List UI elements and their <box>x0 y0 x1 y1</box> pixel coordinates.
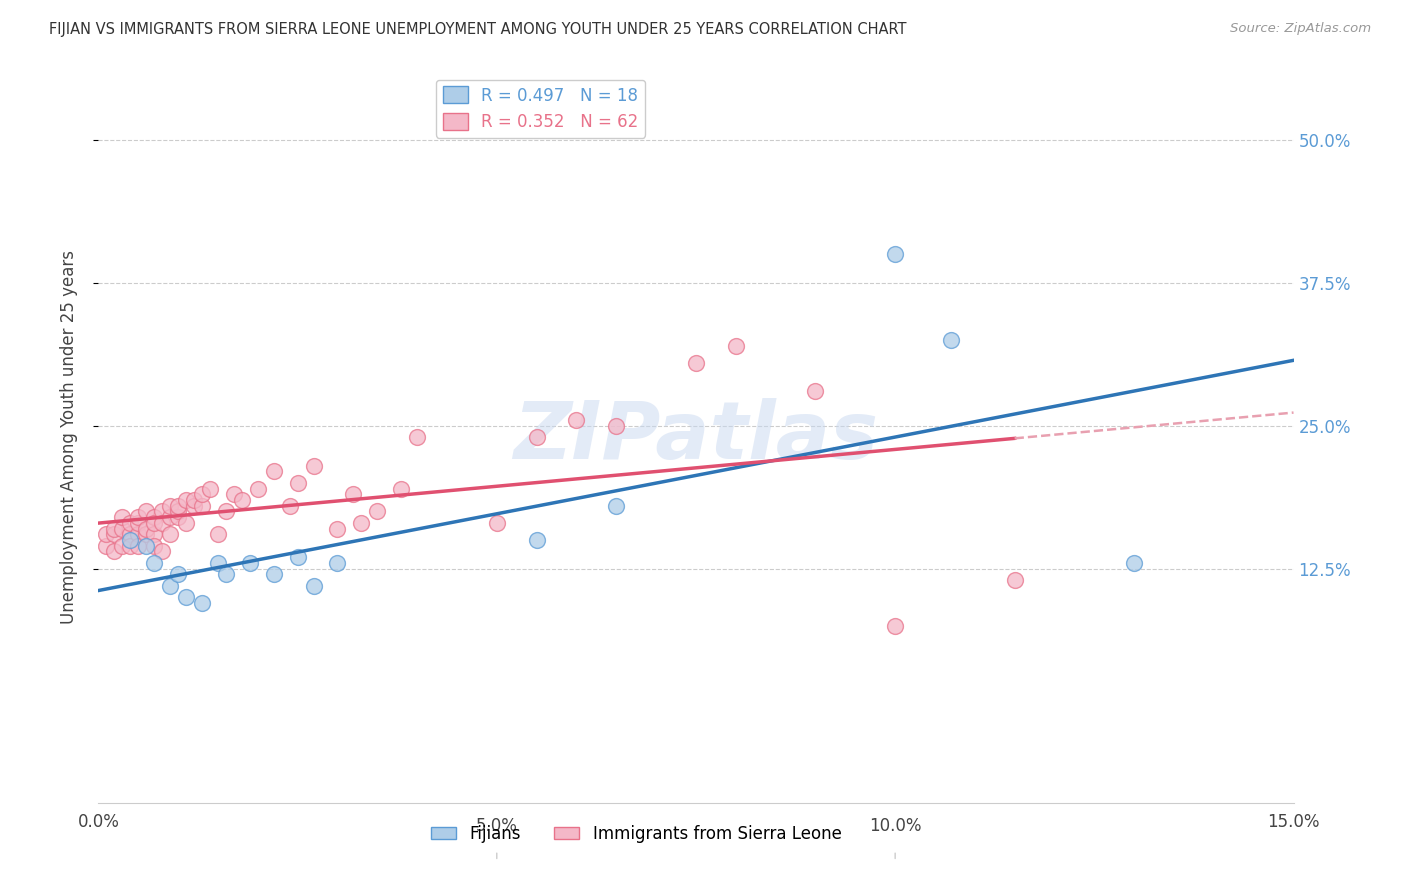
Text: 10.0%: 10.0% <box>869 816 921 835</box>
Point <box>127 510 149 524</box>
Point <box>150 544 173 558</box>
Point <box>120 527 142 541</box>
Point <box>605 418 627 433</box>
Point <box>804 384 827 399</box>
Text: 5.0%: 5.0% <box>475 816 517 835</box>
Point <box>167 510 190 524</box>
Text: FIJIAN VS IMMIGRANTS FROM SIERRA LEONE UNEMPLOYMENT AMONG YOUTH UNDER 25 YEARS C: FIJIAN VS IMMIGRANTS FROM SIERRA LEONE U… <box>49 22 907 37</box>
Text: ZIPatlas: ZIPatlas <box>513 398 879 476</box>
Point <box>183 492 205 507</box>
Point <box>167 567 190 582</box>
Point <box>111 539 134 553</box>
Point <box>198 482 221 496</box>
Point <box>263 567 285 582</box>
Point <box>366 504 388 518</box>
Point <box>183 499 205 513</box>
Point <box>485 516 508 530</box>
Point <box>103 527 125 541</box>
Point <box>350 516 373 530</box>
Legend: Fijians, Immigrants from Sierra Leone: Fijians, Immigrants from Sierra Leone <box>425 818 848 849</box>
Point <box>526 430 548 444</box>
Point <box>884 618 907 632</box>
Point <box>302 458 325 473</box>
Point <box>278 499 301 513</box>
Point <box>143 556 166 570</box>
Point <box>326 556 349 570</box>
Point <box>120 533 142 547</box>
Point <box>150 504 173 518</box>
Point <box>302 579 325 593</box>
Point <box>215 567 238 582</box>
Point <box>565 413 588 427</box>
Point <box>111 521 134 535</box>
Point <box>342 487 364 501</box>
Point <box>143 527 166 541</box>
Point <box>103 544 125 558</box>
Point <box>246 482 269 496</box>
Point <box>174 492 197 507</box>
Point <box>191 487 214 501</box>
Point <box>207 527 229 541</box>
Point <box>127 527 149 541</box>
Point <box>191 596 214 610</box>
Point <box>724 338 747 352</box>
Point <box>135 539 157 553</box>
Text: Source: ZipAtlas.com: Source: ZipAtlas.com <box>1230 22 1371 36</box>
Point <box>287 550 309 565</box>
Point <box>150 516 173 530</box>
Point <box>96 539 118 553</box>
Point <box>135 527 157 541</box>
Point <box>96 527 118 541</box>
Point <box>135 521 157 535</box>
Point <box>389 482 412 496</box>
Point <box>685 356 707 370</box>
Point <box>143 516 166 530</box>
Point <box>167 499 190 513</box>
Point <box>159 527 181 541</box>
Y-axis label: Unemployment Among Youth under 25 years: Unemployment Among Youth under 25 years <box>59 250 77 624</box>
Point <box>127 516 149 530</box>
Point <box>174 590 197 604</box>
Point <box>143 510 166 524</box>
Point <box>326 521 349 535</box>
Point <box>526 533 548 547</box>
Point <box>263 464 285 478</box>
Point <box>231 492 253 507</box>
Point <box>239 556 262 570</box>
Point <box>167 504 190 518</box>
Point <box>287 475 309 490</box>
Point <box>174 516 197 530</box>
Point <box>159 499 181 513</box>
Point <box>120 539 142 553</box>
Point <box>605 499 627 513</box>
Point <box>191 499 214 513</box>
Point <box>127 539 149 553</box>
Point <box>1004 573 1026 587</box>
Point <box>222 487 245 501</box>
Point <box>207 556 229 570</box>
Point <box>406 430 429 444</box>
Point <box>111 510 134 524</box>
Point <box>103 521 125 535</box>
Point <box>120 516 142 530</box>
Point <box>159 579 181 593</box>
Point <box>215 504 238 518</box>
Point <box>159 510 181 524</box>
Point <box>135 504 157 518</box>
Point <box>884 247 907 261</box>
Point <box>1123 556 1146 570</box>
Point <box>939 333 962 347</box>
Point <box>143 539 166 553</box>
